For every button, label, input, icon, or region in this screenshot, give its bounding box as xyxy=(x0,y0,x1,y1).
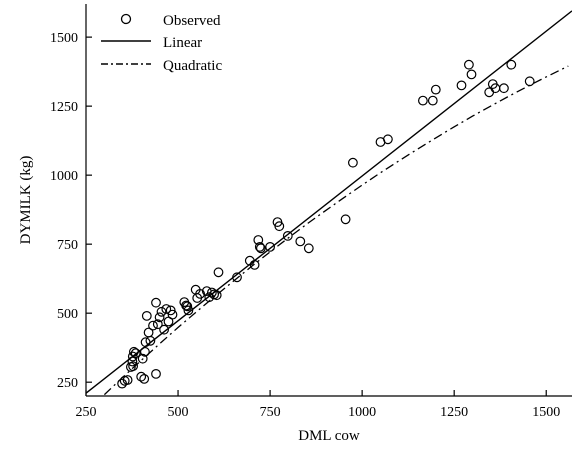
observed-point xyxy=(122,375,133,385)
y-tick-label: 750 xyxy=(57,238,78,253)
observed-point xyxy=(418,95,428,106)
observed-point xyxy=(274,221,285,232)
y-axis-title: DYMILK (kg) xyxy=(18,156,34,245)
x-tick-label: 1250 xyxy=(440,405,468,420)
observed-point xyxy=(295,236,306,247)
legend-observed-marker xyxy=(120,13,132,25)
y-tick-label: 1250 xyxy=(50,100,78,115)
observed-point xyxy=(152,319,163,330)
observed-point xyxy=(499,83,509,94)
quadratic-fit-line xyxy=(103,65,569,396)
observed-point xyxy=(524,76,535,87)
observed-point xyxy=(204,292,215,303)
observed-point xyxy=(130,348,141,359)
observed-point xyxy=(148,320,158,331)
observed-point xyxy=(213,267,224,278)
observed-point xyxy=(232,272,242,283)
legend-quadratic-label: Quadratic xyxy=(163,58,222,74)
y-tick-label: 1500 xyxy=(50,31,78,46)
observed-point xyxy=(151,297,161,308)
observed-points xyxy=(117,59,535,389)
observed-point xyxy=(182,301,193,312)
observed-point xyxy=(161,304,172,314)
observed-point xyxy=(383,134,393,145)
observed-point xyxy=(256,243,266,254)
observed-point xyxy=(348,157,358,168)
observed-point xyxy=(506,59,517,70)
observed-point xyxy=(145,335,156,346)
observed-point xyxy=(140,337,151,348)
x-tick-label: 750 xyxy=(260,405,281,420)
observed-point xyxy=(195,289,206,299)
observed-point xyxy=(464,59,474,70)
observed-point xyxy=(466,69,477,80)
x-tick-label: 1500 xyxy=(532,405,560,420)
observed-point xyxy=(127,351,138,362)
y-tick-label: 250 xyxy=(57,376,78,391)
observed-point xyxy=(254,241,265,252)
legend-observed-label: Observed xyxy=(163,13,221,29)
x-axis-title: DML cow xyxy=(298,428,360,444)
x-tick-label: 500 xyxy=(168,405,189,420)
observed-point xyxy=(456,80,467,91)
observed-point xyxy=(141,311,152,321)
observed-point xyxy=(427,95,438,106)
x-tick-label: 250 xyxy=(76,405,97,420)
legend-linear-label: Linear xyxy=(163,35,202,51)
observed-point xyxy=(156,306,167,317)
observed-point xyxy=(183,305,194,316)
observed-point xyxy=(139,374,150,384)
y-tick-label: 500 xyxy=(57,307,78,322)
observed-point xyxy=(265,241,276,252)
observed-point xyxy=(128,346,139,357)
observed-point xyxy=(167,309,178,320)
observed-point xyxy=(206,287,217,298)
legend: Observed Linear Quadratic xyxy=(101,13,222,74)
x-tick-label: 1000 xyxy=(348,405,376,420)
observed-point xyxy=(181,300,192,311)
observed-point xyxy=(137,353,148,364)
observed-point xyxy=(159,324,170,335)
observed-point xyxy=(139,346,150,357)
observed-point xyxy=(249,260,260,270)
observed-point xyxy=(128,361,139,372)
observed-point xyxy=(303,243,314,254)
observed-point xyxy=(211,290,222,301)
observed-point xyxy=(282,230,293,241)
y-tick-label: 1000 xyxy=(50,169,78,184)
observed-point xyxy=(127,356,138,367)
linear-fit-line xyxy=(86,10,572,394)
observed-point xyxy=(154,312,165,323)
observed-point xyxy=(151,369,161,379)
axis-ticks: 250 500 750 1000 1250 1500 250 500 750 1000 1250 15… xyxy=(50,31,560,420)
observed-point xyxy=(340,214,351,225)
observed-point xyxy=(484,87,495,98)
observed-point xyxy=(430,84,441,95)
fitted-lines xyxy=(86,10,572,396)
observed-point xyxy=(136,371,147,382)
